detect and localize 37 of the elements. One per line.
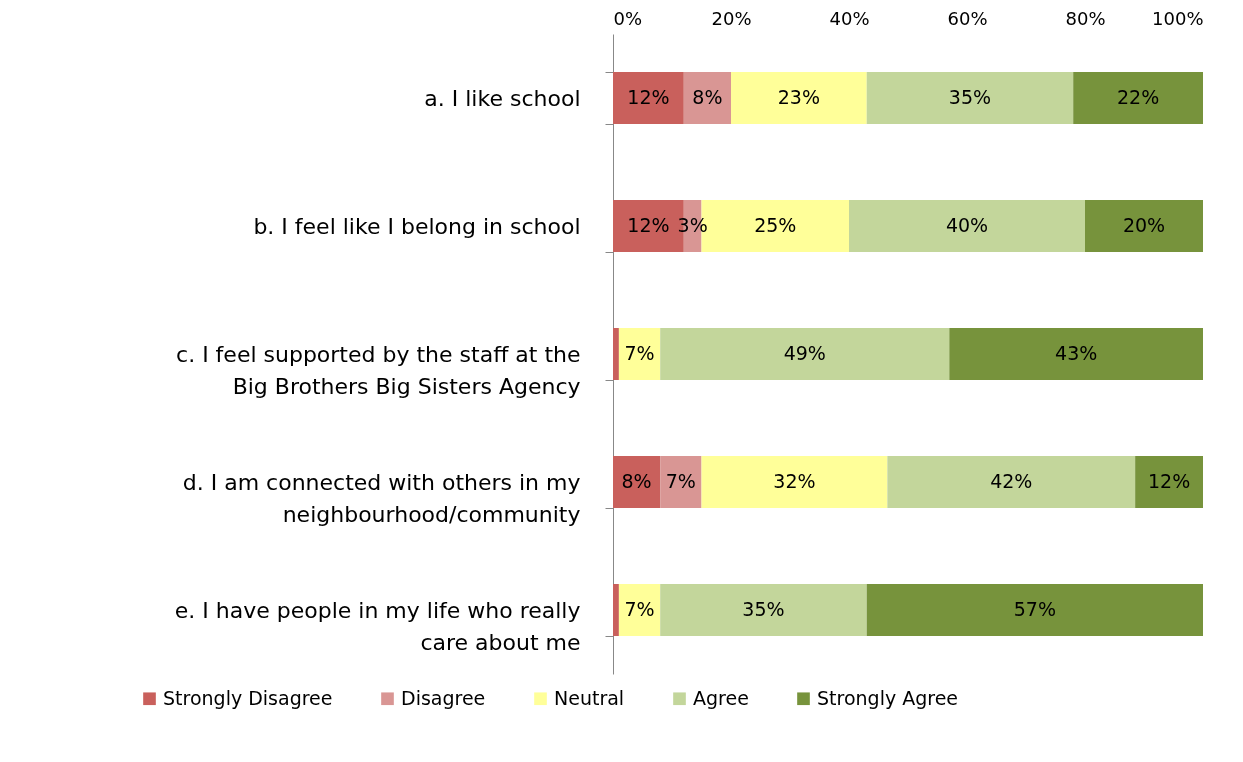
- x-tick-label: 100%: [1152, 7, 1204, 29]
- data-label: 35%: [742, 598, 785, 620]
- data-label: 7%: [624, 598, 655, 620]
- data-label: 57%: [1013, 598, 1056, 620]
- legend-label: Strongly Disagree: [163, 686, 333, 709]
- y-tick-label: d. I am connected with others in my neighbourhood/community: [182, 469, 581, 527]
- x-tick-label: 60%: [947, 7, 988, 29]
- data-label: 25%: [754, 214, 797, 236]
- x-tick-label: 0%: [613, 7, 643, 29]
- data-label: 7%: [665, 470, 696, 492]
- x-tick-label: 40%: [829, 7, 870, 29]
- data-label: 3%: [677, 214, 708, 236]
- data-label: 42%: [990, 470, 1033, 492]
- data-label: 12%: [627, 214, 670, 236]
- x-tick-label: 20%: [711, 7, 752, 29]
- data-label: 12%: [1147, 470, 1191, 492]
- y-tick-label: b. I feel like I belong in school: [253, 213, 581, 239]
- data-label: 35%: [948, 86, 992, 108]
- data-label: 20%: [1122, 214, 1166, 236]
- data-label: 8%: [692, 86, 723, 108]
- y-tick-label: c. I feel supported by the staff at the Big Brothers Big Sisters Agency: [176, 341, 581, 399]
- data-label: 43%: [1055, 342, 1098, 364]
- data-label: 8%: [621, 470, 652, 492]
- y-tick-label: e. I have people in my life who really care about me: [174, 597, 581, 655]
- data-label: 7%: [624, 342, 655, 364]
- x-tick-label: 80%: [1065, 7, 1106, 29]
- legend-label: Strongly Agree: [817, 686, 959, 709]
- data-label: 12%: [627, 86, 670, 108]
- data-label: 23%: [777, 86, 820, 108]
- data-label: 40%: [945, 214, 989, 236]
- legend-label: Disagree: [401, 686, 486, 709]
- data-label: 49%: [783, 342, 826, 364]
- data-label: 22%: [1116, 86, 1160, 108]
- y-tick-label: a. I like school: [424, 85, 581, 111]
- legend-label: Neutral: [554, 686, 625, 709]
- data-label: 32%: [773, 470, 816, 492]
- legend-label: Agree: [693, 686, 749, 709]
